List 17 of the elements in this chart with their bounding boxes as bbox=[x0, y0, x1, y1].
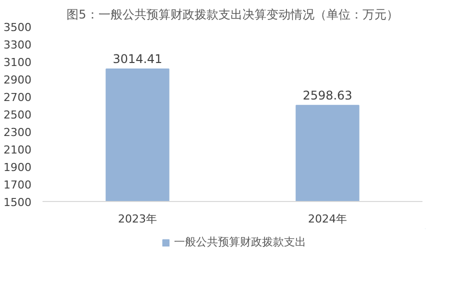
y-tick-label: 3100 bbox=[4, 56, 32, 69]
x-tick-label: 2024年 bbox=[308, 212, 348, 226]
y-tick-label: 3300 bbox=[4, 38, 32, 52]
y-tick-label: 2300 bbox=[4, 126, 32, 139]
y-tick-label: 1900 bbox=[4, 161, 32, 174]
y-tick-label: 2500 bbox=[4, 108, 32, 122]
y-tick-label: 2900 bbox=[4, 74, 32, 86]
y-tick-label: 1700 bbox=[4, 178, 32, 192]
x-tick-label: 2023年 bbox=[118, 212, 158, 226]
y-tick-label: 2100 bbox=[4, 144, 32, 156]
y-tick-label: 3500 bbox=[4, 21, 32, 34]
data-label: 2598.63 bbox=[302, 88, 352, 102]
legend-label: 一般公共预算财政拨款支出 bbox=[174, 234, 306, 250]
y-tick-label: 1500 bbox=[4, 196, 32, 209]
data-label: 3014.41 bbox=[112, 52, 162, 66]
chart-title: 图5：一般公共预算财政拨款支出决算变动情况（单位：万元） bbox=[66, 8, 398, 22]
y-tick-label: 2700 bbox=[4, 91, 32, 104]
